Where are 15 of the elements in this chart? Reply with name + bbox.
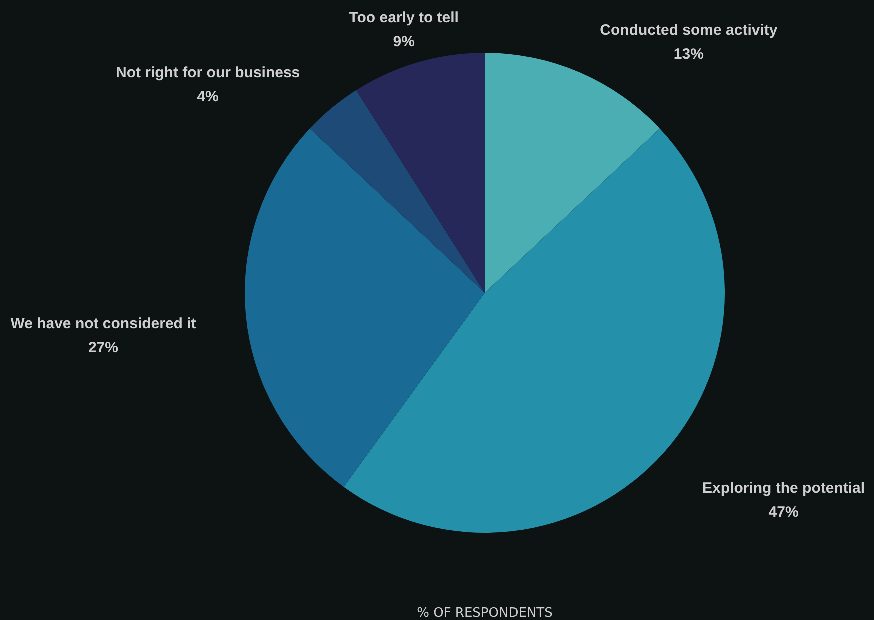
data-label: 13% — [674, 46, 704, 63]
pie-slice — [356, 53, 485, 293]
slice-label: Not right for our business — [116, 64, 300, 82]
pie-slice — [310, 90, 485, 293]
data-label: 4% — [197, 88, 219, 106]
slice-label: We have not considered it — [10, 315, 196, 332]
pie-slice — [245, 128, 485, 488]
data-label: 27% — [88, 339, 118, 356]
slice-label: Conducted some activity — [600, 22, 778, 39]
slice-label: Too early to tell — [349, 10, 459, 27]
slice-label: Exploring the potential — [702, 480, 866, 497]
pie-slice — [485, 53, 660, 293]
data-label: 9% — [393, 34, 415, 51]
data-label: 47% — [768, 504, 799, 521]
text: % OF RESPONDENTS — [417, 606, 553, 620]
